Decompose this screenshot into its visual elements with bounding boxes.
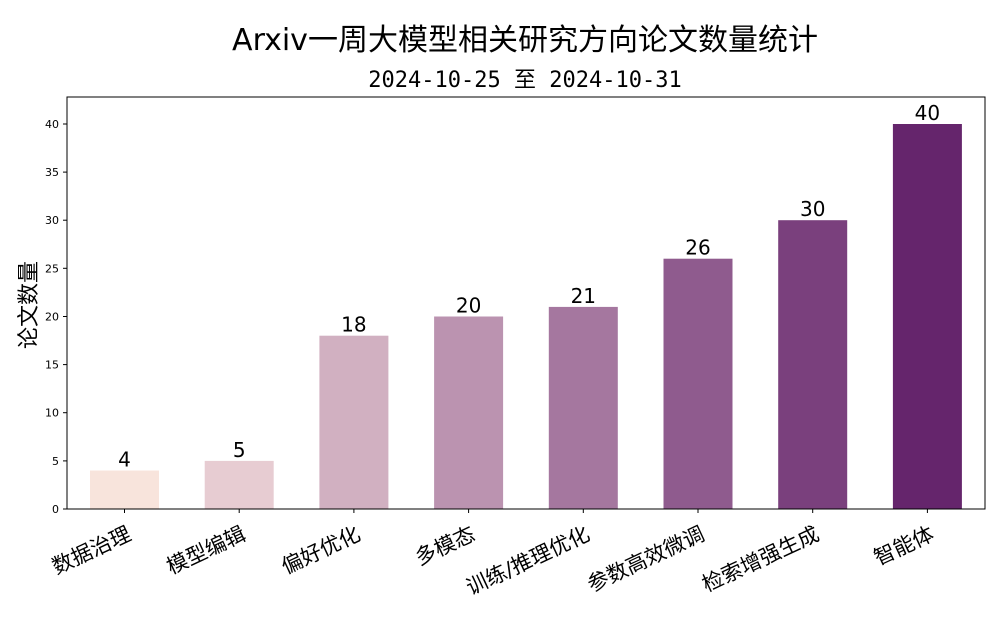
y-tick-label-2: 5	[52, 455, 59, 468]
bar-7	[778, 220, 848, 509]
y-tick-label-5: 20	[45, 311, 59, 324]
y-tick-label-9: 40	[45, 118, 59, 131]
x-tick-label-3: 偏好优化	[278, 522, 364, 579]
data-label-8: 40	[915, 101, 940, 125]
chart-subtitle: 2024-10-25 至 2024-10-31	[368, 68, 681, 93]
data-label-7: 30	[800, 197, 825, 221]
data-label-5: 21	[571, 284, 596, 308]
data-label-1: 4	[118, 448, 131, 472]
y-axis-label: 论文数量	[17, 261, 42, 349]
x-tick-label-6: 参数高效微调	[584, 522, 708, 597]
x-tick-label-2: 模型编辑	[163, 522, 249, 579]
y-tick-label-4: 15	[45, 359, 59, 372]
data-label-4: 20	[456, 294, 481, 318]
bar-2	[204, 460, 274, 509]
chart-title: Arxiv一周大模型相关研究方向论文数量统计	[232, 23, 818, 58]
y-axis-ticks: 0 5 10 15 20 25 30 35 40	[45, 118, 67, 516]
x-tick-label-8: 智能体	[870, 522, 937, 570]
plot-frame	[66, 96, 986, 510]
bar-5	[548, 306, 618, 509]
bar-4	[434, 316, 504, 509]
x-tick-label-5: 训练/推理优化	[463, 522, 594, 600]
y-tick-label-1: 0	[52, 503, 59, 516]
x-tick-label-4: 多模态	[411, 522, 478, 570]
bar-3	[319, 335, 389, 509]
bars-layer	[90, 124, 962, 509]
bar-6	[663, 258, 733, 509]
y-tick-label-3: 10	[45, 407, 59, 420]
data-label-3: 18	[341, 313, 366, 337]
x-tick-label-1: 数据治理	[48, 522, 134, 579]
x-tick-label-7: 检索增强生成	[698, 522, 822, 597]
data-label-2: 5	[233, 438, 246, 462]
bar-1	[90, 470, 159, 509]
y-tick-label-8: 35	[45, 166, 59, 179]
data-label-6: 26	[685, 236, 710, 260]
y-tick-label-7: 30	[45, 214, 59, 227]
y-tick-label-6: 25	[45, 262, 59, 275]
data-labels: 4 5 18 20 21 26 30 40	[118, 101, 940, 472]
bar-8	[892, 124, 962, 509]
